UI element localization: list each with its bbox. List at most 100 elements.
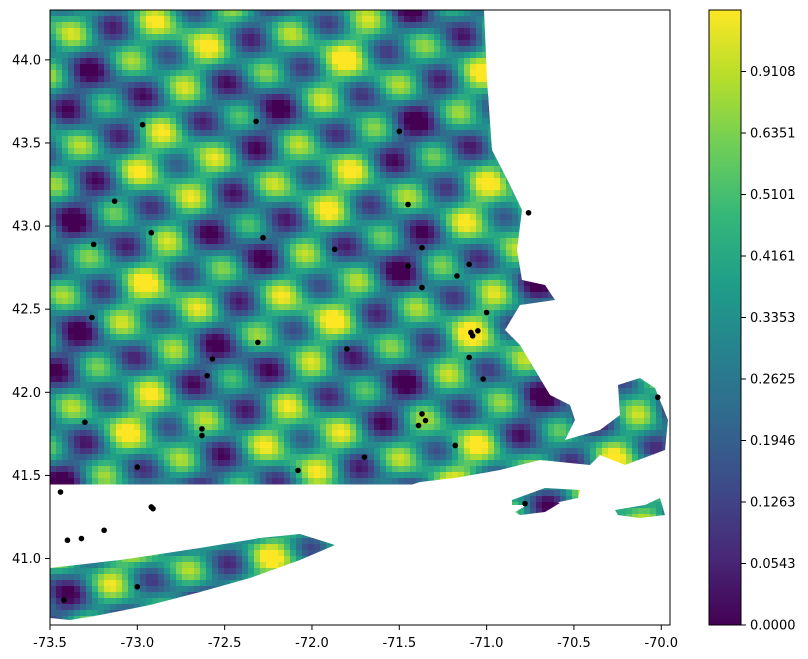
- heat-cell: [374, 190, 381, 197]
- heat-cell: [224, 160, 231, 167]
- heat-cell: [386, 220, 393, 227]
- heat-cell: [212, 16, 219, 23]
- heat-cell: [320, 286, 327, 293]
- heat-cell: [302, 202, 309, 209]
- heat-cell: [158, 166, 165, 173]
- heat-cell: [290, 22, 297, 29]
- heat-cell: [410, 250, 417, 257]
- heat-cell: [350, 172, 357, 179]
- heat-cell: [212, 238, 219, 245]
- heat-cell: [434, 178, 441, 185]
- heat-cell: [50, 124, 57, 131]
- heat-cell: [392, 10, 399, 17]
- heat-cell: [458, 58, 465, 65]
- heat-cell: [146, 256, 153, 263]
- heat-cell: [392, 148, 399, 155]
- heat-cell: [464, 238, 471, 245]
- heat-cell: [410, 244, 417, 251]
- heat-cell: [116, 40, 123, 47]
- heat-cell: [296, 202, 303, 209]
- heat-cell: [488, 148, 495, 155]
- heat-cell: [188, 160, 195, 167]
- heat-cell: [50, 94, 57, 101]
- heat-cell: [458, 100, 465, 107]
- heat-cell: [98, 292, 105, 299]
- heat-cell: [68, 268, 75, 275]
- heat-cell: [242, 70, 249, 77]
- heat-cell: [446, 76, 453, 83]
- heat-cell: [410, 154, 417, 161]
- heat-cell: [386, 124, 393, 131]
- heat-cell: [86, 286, 93, 293]
- heat-cell: [182, 28, 189, 35]
- heat-cell: [374, 22, 381, 29]
- heat-cell: [242, 148, 249, 155]
- heat-cell: [464, 196, 471, 203]
- heat-cell: [80, 22, 87, 29]
- heat-cell: [458, 256, 465, 263]
- heat-cell: [434, 256, 441, 263]
- heat-cell: [230, 40, 237, 47]
- heat-cell: [380, 88, 387, 95]
- heat-cell: [284, 238, 291, 245]
- heat-cell: [488, 286, 495, 293]
- heat-cell: [302, 70, 309, 77]
- heat-cell: [506, 292, 513, 299]
- heat-cell: [110, 154, 117, 161]
- heat-cell: [86, 76, 93, 83]
- heat-cell: [476, 136, 483, 143]
- heat-cell: [170, 76, 177, 83]
- heat-cell: [194, 268, 201, 275]
- heat-cell: [128, 76, 135, 83]
- heat-cell: [272, 28, 279, 35]
- heat-cell: [104, 154, 111, 161]
- heat-cell: [134, 106, 141, 113]
- heat-cell: [398, 184, 405, 191]
- heat-cell: [182, 70, 189, 77]
- heat-cell: [392, 58, 399, 65]
- heat-cell: [200, 262, 207, 269]
- heat-cell: [308, 196, 315, 203]
- heat-cell: [350, 130, 357, 137]
- heat-cell: [194, 46, 201, 53]
- heat-cell: [98, 22, 105, 29]
- heat-cell: [170, 274, 177, 281]
- heat-cell: [50, 118, 57, 125]
- heat-cell: [326, 76, 333, 83]
- heat-cell: [458, 64, 465, 71]
- heat-cell: [386, 178, 393, 185]
- heat-cell: [506, 262, 513, 269]
- heat-cell: [410, 148, 417, 155]
- heat-cell: [158, 202, 165, 209]
- heat-cell: [50, 232, 57, 239]
- heat-cell: [476, 244, 483, 251]
- heat-cell: [62, 226, 69, 233]
- heat-cell: [206, 160, 213, 167]
- heat-cell: [488, 160, 495, 167]
- heat-cell: [452, 136, 459, 143]
- heat-cell: [452, 76, 459, 83]
- heat-cell: [338, 100, 345, 107]
- heat-cell: [254, 58, 261, 65]
- heat-cell: [56, 268, 63, 275]
- heat-cell: [308, 16, 315, 23]
- heat-cell: [470, 70, 477, 77]
- heat-cell: [458, 178, 465, 185]
- heat-cell: [56, 238, 63, 245]
- heat-cell: [404, 112, 411, 119]
- heat-cell: [146, 166, 153, 173]
- heat-cell: [50, 160, 57, 167]
- heat-cell: [152, 64, 159, 71]
- heat-cell: [434, 250, 441, 257]
- heat-cell: [446, 268, 453, 275]
- heat-cell: [206, 202, 213, 209]
- heat-cell: [476, 202, 483, 209]
- heat-cell: [416, 112, 423, 119]
- heat-cell: [182, 238, 189, 245]
- heat-cell: [218, 196, 225, 203]
- heat-cell: [434, 100, 441, 107]
- heat-cell: [56, 202, 63, 209]
- heat-cell: [272, 184, 279, 191]
- heat-cell: [428, 64, 435, 71]
- heat-cell: [80, 250, 87, 257]
